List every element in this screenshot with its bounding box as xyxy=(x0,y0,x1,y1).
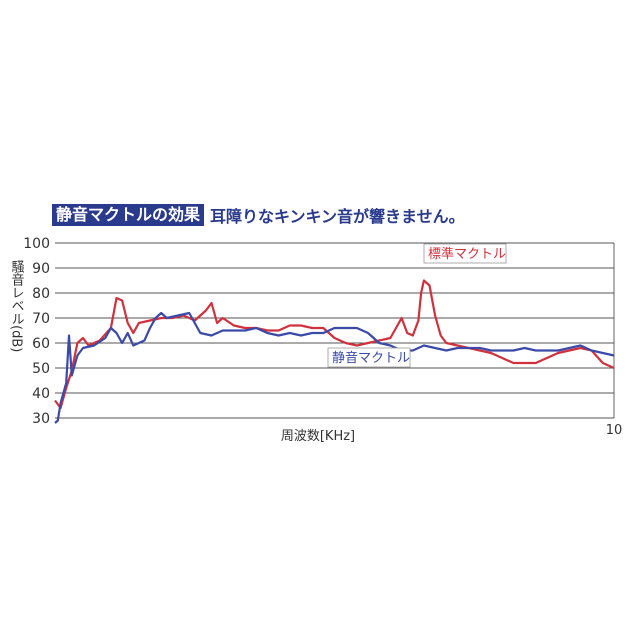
series-lines xyxy=(54,279,615,424)
chart-headline: 静音マクトルの効果 耳障りなキンキン音が響きません。 xyxy=(52,204,465,226)
y-tick-70: 70 xyxy=(32,311,50,327)
headline-text: 耳障りなキンキン音が響きません。 xyxy=(210,207,465,226)
x-tick-label-10: 10 xyxy=(606,423,623,438)
y-tick-100: 100 xyxy=(23,236,50,252)
series-label-standard: 標準マクトル xyxy=(423,243,507,264)
y-tick-50: 50 xyxy=(32,361,50,377)
y-tick-40: 40 xyxy=(32,386,50,402)
series-line-standard xyxy=(54,279,615,410)
y-tick-60: 60 xyxy=(32,336,50,352)
y-tick-30: 30 xyxy=(32,411,50,427)
series-label-quiet: 静音マクトル xyxy=(327,347,411,368)
svg-text:標準マクトル: 標準マクトル xyxy=(428,246,506,262)
y-tick-90: 90 xyxy=(32,261,50,277)
y-tick-labels: 30 40 50 60 70 80 90 100 xyxy=(23,236,50,427)
y-axis-label: 騒音レベル(dB) xyxy=(9,260,25,352)
headline-badge: 静音マクトルの効果 xyxy=(52,204,205,226)
grid-lines xyxy=(55,242,615,419)
series-line-quiet xyxy=(54,311,615,424)
y-tick-80: 80 xyxy=(32,286,50,302)
svg-text:静音マクトル: 静音マクトル xyxy=(332,350,410,366)
x-axis-label: 周波数[KHz] xyxy=(281,429,355,444)
